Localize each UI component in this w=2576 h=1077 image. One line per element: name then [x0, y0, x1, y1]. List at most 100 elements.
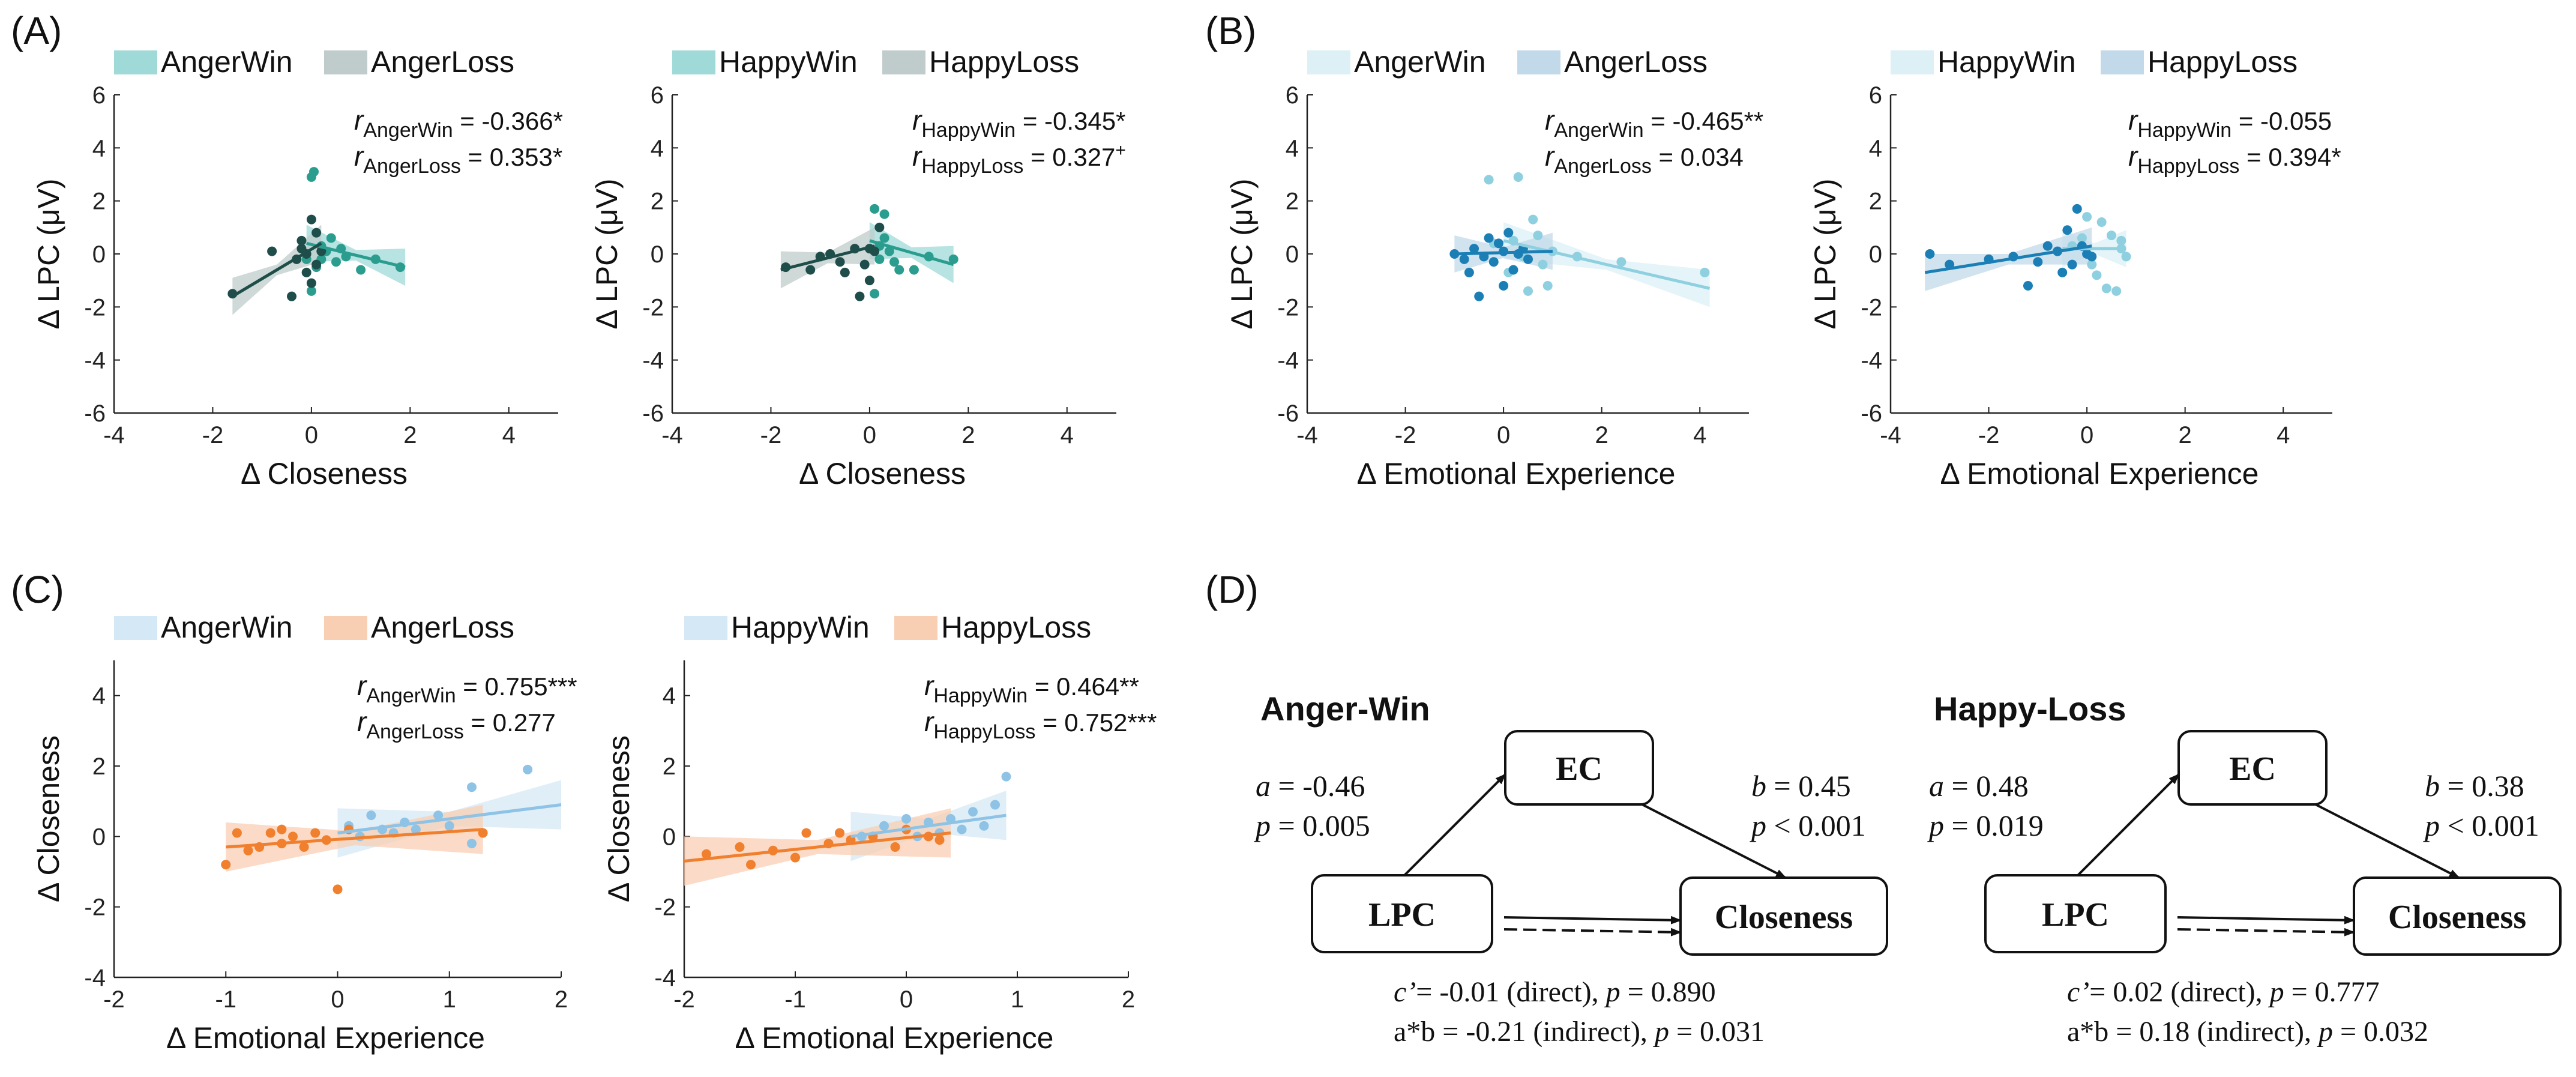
data-point-angerloss — [301, 267, 311, 277]
r-value: = 0.034 — [1652, 143, 1744, 171]
r-subscript: AngerWin — [363, 119, 453, 142]
x-tick-label: 0 — [2080, 422, 2093, 448]
legend-swatch-happywin — [672, 50, 715, 74]
direct-effect-text: c’= 0.02 (direct), p = 0.777 — [2067, 976, 2380, 1008]
data-point-happywin — [2121, 252, 2131, 262]
x-axis-label: Δ Emotional Experience — [166, 1021, 485, 1055]
indirect-path-arrow — [1503, 928, 1682, 937]
data-point-happywin — [1001, 771, 1011, 782]
y-tick-label: 4 — [651, 135, 664, 161]
data-point-angerloss — [267, 246, 277, 256]
closeness-box-label: Closeness — [2388, 899, 2526, 936]
data-point-angerloss — [1499, 281, 1509, 291]
y-tick-label: 6 — [1869, 82, 1882, 109]
data-point-happywin — [2077, 233, 2087, 243]
r-annotation: rHappyLoss = 0.327+ — [912, 140, 1126, 178]
r-subscript: HappyLoss — [933, 720, 1035, 743]
r-subscript: AngerLoss — [366, 720, 464, 743]
data-point-happywin — [979, 821, 989, 831]
r-subscript: AngerWin — [366, 684, 456, 707]
r-value: = 0.464** — [1028, 672, 1139, 701]
data-point-happywin — [2082, 212, 2092, 222]
p-value: < 0.001 — [1766, 809, 1866, 842]
data-point-angerwin — [1616, 257, 1627, 267]
legend-swatch-angerloss — [324, 616, 367, 640]
y-tick-label: 6 — [651, 82, 664, 109]
data-point-happywin — [968, 807, 978, 817]
legend-label-happywin: HappyWin — [1937, 45, 2076, 79]
x-tick-label: -2 — [760, 422, 782, 448]
data-point-happywin — [948, 254, 958, 264]
fit-line-angerwin — [337, 803, 562, 834]
data-point-happyloss — [859, 259, 870, 270]
legend-label-angerloss: AngerLoss — [1564, 45, 1708, 79]
data-point-angerloss — [1474, 291, 1484, 301]
x-tick-label: 2 — [403, 422, 417, 448]
fit-line-happyloss — [684, 831, 951, 863]
r-superscript: + — [1115, 140, 1126, 160]
a-symbol: a — [1256, 769, 1271, 803]
r-subscript: AngerLoss — [1554, 155, 1652, 178]
x-tick-label: 4 — [1061, 422, 1074, 448]
data-point-angerwin — [1542, 281, 1553, 291]
data-point-angerwin — [1538, 259, 1548, 270]
data-point-happyloss — [2042, 241, 2053, 251]
x-tick-label: 0 — [863, 422, 876, 448]
y-tick-label: 0 — [1869, 241, 1882, 268]
r-value: = -0.366* — [453, 107, 563, 135]
data-point-happywin — [2107, 231, 2116, 241]
data-point-angerloss — [243, 845, 253, 855]
data-point-angerloss — [1464, 267, 1474, 277]
a-p-value: p = 0.019 — [1927, 809, 2044, 842]
data-point-angerloss — [1459, 254, 1469, 264]
r-annotation: rHappyWin = -0.345* — [912, 104, 1125, 142]
y-tick-label: -6 — [1861, 400, 1882, 427]
data-point-happywin — [884, 246, 894, 256]
data-point-angerwin — [309, 167, 319, 177]
r-annotation: rHappyLoss = 0.752*** — [924, 706, 1157, 743]
x-axis-label: Δ Emotional Experience — [735, 1021, 1054, 1055]
r-symbol: r — [1545, 140, 1555, 172]
lpc-box-label: LPC — [2042, 896, 2109, 934]
b-value: = 0.45 — [1766, 769, 1851, 803]
x-tick-label: 2 — [1595, 422, 1608, 448]
data-point-angerwin — [331, 257, 341, 267]
data-point-happywin — [870, 204, 880, 214]
mediation-title: Happy-Loss — [1934, 690, 2126, 728]
r-value: = 0.327 — [1023, 143, 1115, 171]
data-point-angerwin — [433, 810, 444, 821]
x-tick-label: 4 — [502, 422, 516, 448]
data-point-happywin — [2087, 259, 2097, 270]
b-coefficient: b = 0.45 — [1751, 769, 1851, 803]
y-tick-label: 2 — [663, 753, 676, 780]
y-tick-label: -2 — [84, 894, 106, 921]
data-point-angerwin — [1533, 231, 1543, 241]
r-subscript: HappyWin — [2137, 119, 2231, 142]
ec-box — [1504, 730, 1654, 806]
legend-label-happyloss: HappyLoss — [2147, 45, 2298, 79]
path-b-arrow — [1642, 803, 1787, 879]
legend-swatch-happywin — [1891, 50, 1934, 74]
path-b-arrow — [2315, 803, 2460, 879]
y-tick-label: 0 — [651, 241, 664, 268]
direct-path-arrow — [2177, 916, 2355, 925]
b-p-value: p < 0.001 — [2423, 809, 2539, 842]
data-point-angerloss — [1493, 238, 1503, 249]
y-tick-label: 6 — [1286, 82, 1299, 109]
c-prime-value: = 0.02 (direct), — [2089, 976, 2269, 1008]
x-tick-label: 2 — [1122, 986, 1135, 1013]
closeness-box-label: Closeness — [1715, 899, 1853, 936]
indirect-effect-text: a*b = 0.18 (indirect), p = 0.032 — [2067, 1016, 2428, 1048]
a-coefficient: a = 0.48 — [1929, 769, 2029, 803]
y-tick-label: 2 — [1286, 189, 1299, 215]
data-point-happywin — [957, 824, 967, 834]
data-point-happyloss — [890, 842, 900, 852]
b-symbol: b — [2425, 769, 2440, 803]
data-point-happywin — [2116, 235, 2126, 246]
fit-line-angerwin — [306, 241, 406, 269]
y-tick-label: -4 — [1861, 348, 1882, 374]
a-value: = -0.46 — [1271, 769, 1365, 803]
r-symbol: r — [357, 706, 367, 737]
p-symbol: p — [2317, 1016, 2333, 1048]
